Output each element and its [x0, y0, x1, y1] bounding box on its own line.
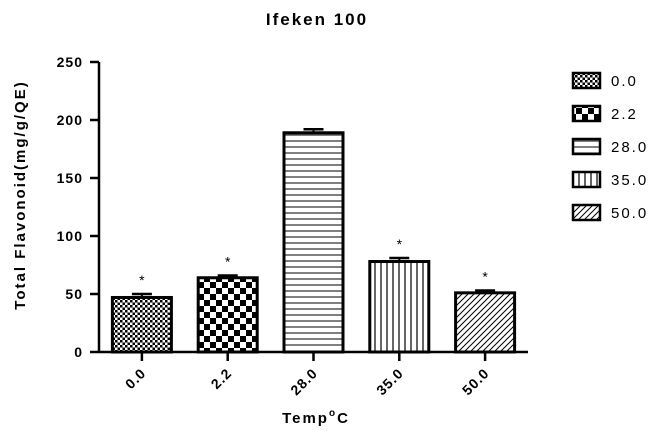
bar-2.2	[196, 276, 259, 354]
x-axis-label-unit: C	[337, 410, 350, 427]
legend-label: 0.0	[611, 73, 638, 90]
x-tick-label: 2.2	[208, 365, 235, 392]
legend-label: 28.0	[611, 139, 648, 156]
x-tick-label: 0.0	[122, 365, 149, 392]
significance-marker: *	[225, 253, 231, 269]
legend-swatch	[571, 104, 602, 123]
y-tick-label: 50	[65, 286, 83, 302]
x-tick-label: 28.0	[287, 365, 320, 398]
bar-50.0	[454, 291, 517, 354]
legend-swatch	[571, 170, 602, 189]
legend-swatch	[571, 203, 602, 222]
bar-0.0	[110, 295, 173, 354]
bars: * * * *	[110, 128, 517, 354]
y-tick-label: 250	[57, 54, 83, 70]
x-ticks: 0.0 2.2 28.0 35.0 50.0	[122, 352, 492, 398]
legend-label: 35.0	[611, 172, 648, 189]
legend-swatch	[571, 71, 602, 90]
y-tick-label: 150	[57, 170, 83, 186]
x-axis-label: TempoC	[282, 408, 350, 427]
chart-title: Ifeken 100	[266, 10, 368, 29]
x-tick-label: 35.0	[373, 365, 406, 398]
bar-35.0	[368, 260, 431, 354]
legend: 0.0 2.2 28.0 35.0 50.0	[571, 71, 648, 222]
legend-label: 2.2	[611, 106, 638, 123]
y-tick-label: 100	[57, 228, 83, 244]
bar-28.0	[282, 131, 345, 354]
y-ticks: 0 50 100 150 200 250	[57, 54, 99, 360]
significance-marker: *	[482, 269, 488, 285]
significance-marker: *	[139, 272, 145, 288]
y-axis-label: Total Flavonoid(mg/g/QE)	[12, 80, 29, 309]
y-tick-label: 200	[57, 112, 83, 128]
legend-label: 50.0	[611, 205, 648, 222]
x-axis-label-superscript: o	[329, 408, 337, 419]
significance-marker: *	[397, 236, 403, 252]
legend-swatch	[571, 137, 602, 156]
x-tick-label: 50.0	[459, 365, 492, 398]
y-tick-label: 0	[74, 344, 83, 360]
x-axis-label-main: Temp	[282, 410, 329, 427]
